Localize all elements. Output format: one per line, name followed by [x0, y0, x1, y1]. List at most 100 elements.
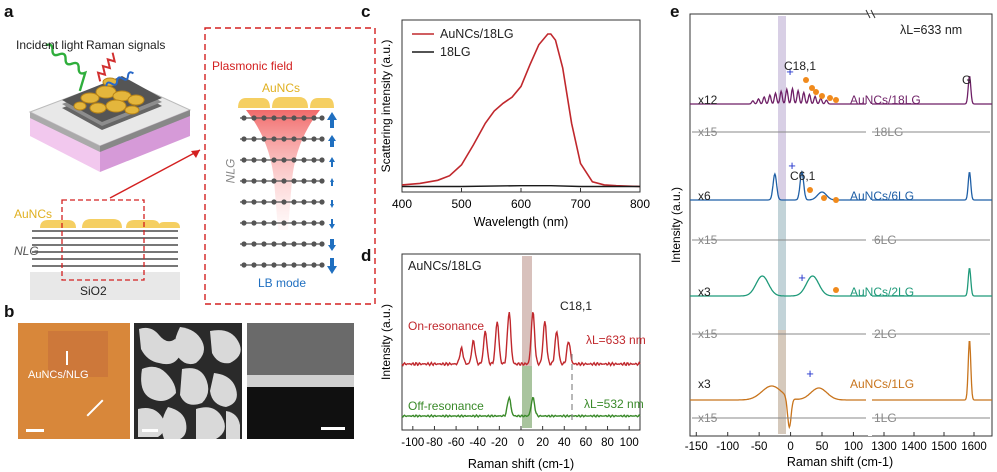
- chart-c-ylabel: Scattering intensity (a.u.): [379, 40, 393, 173]
- incident-light-label: Incident light: [16, 38, 84, 52]
- plasmonic-field-label: Plasmonic field: [212, 59, 293, 73]
- sem-image-cross: [247, 323, 354, 439]
- chart-d-xtick-label: 20: [536, 437, 549, 449]
- chart-d-xtick-label: -100: [401, 437, 424, 449]
- chart-e-ref-scale: x15: [698, 233, 718, 247]
- chart-c-xtick-label: 600: [511, 197, 531, 211]
- chart-e-trace: [690, 385, 866, 430]
- chart-d-xtick-label: -80: [426, 437, 443, 449]
- raman-signals-label: Raman signals: [86, 38, 166, 52]
- chart-e-xtick-label: 1300: [871, 441, 897, 453]
- chart-e-scale-label: x6: [698, 189, 711, 203]
- chart-e-xtick-label: 100: [844, 441, 863, 453]
- on-resonance-laser: λL=633 nm: [586, 333, 646, 347]
- chart-e-dot-marker: [821, 195, 827, 201]
- chart-c-xtick-label: 500: [451, 197, 471, 211]
- chart-e-xtick-label: 50: [816, 441, 829, 453]
- panel-label-d: d: [361, 246, 372, 265]
- chart-e-xtick-label: 1600: [961, 441, 987, 453]
- chart-e-plus-marker: +: [786, 64, 794, 79]
- chart-d-xtick-label: 100: [620, 437, 639, 449]
- panel-a-figure: [28, 27, 376, 305]
- chart-d-xtick-label: 0: [518, 437, 524, 449]
- chart-e-series-label: AuNCs/18LG: [850, 93, 921, 107]
- panel-label-a: a: [4, 2, 14, 21]
- chart-d-xtick-label: 60: [580, 437, 593, 449]
- chart-e-annotation-6: C6,1: [790, 169, 816, 183]
- chart-e-xtick-label: 1500: [931, 441, 957, 453]
- chart-e-scale-label: x3: [698, 377, 711, 391]
- chart-e-ref-label: 1LG: [874, 411, 897, 425]
- chart-c-series-aunc-18lg: [401, 33, 641, 188]
- chart-d-on-resonance: [401, 311, 641, 367]
- panel-label-c: c: [361, 2, 371, 21]
- off-resonance-label: Off-resonance: [408, 399, 484, 413]
- chart-e-dot-marker: [833, 97, 839, 103]
- panel-label-e: e: [670, 2, 680, 21]
- chart-e-scale-label: x3: [698, 285, 711, 299]
- chart-e-plus-marker: +: [798, 270, 806, 285]
- chart-d-xlabel: Raman shift (cm-1): [468, 457, 574, 471]
- nlg-side-label: NLG: [14, 244, 39, 258]
- chart-e-ref-scale: x15: [698, 327, 718, 341]
- chart-e-laser: λL=633 nm: [900, 23, 962, 37]
- chart-d: -100 -80 -60 -40 -20 0 20 40 60 80 100 AuNCs/18LG …: [379, 253, 646, 471]
- chart-e-xtick-label: -50: [751, 441, 768, 453]
- chart-c-series-18lg: [402, 185, 640, 188]
- chart-e-xtick-label: 1400: [901, 441, 927, 453]
- chart-e-g-peak: [872, 340, 992, 401]
- chart-e-xtick-label: 0: [787, 441, 793, 453]
- aunc-nlg-label: AuNCs/NLG: [28, 369, 89, 381]
- chart-e-dot-marker: [833, 197, 839, 203]
- chart-e-g-peak: [872, 172, 992, 201]
- chart-c-xtick-label: 800: [630, 197, 650, 211]
- chart-e-trace: [690, 86, 866, 105]
- lb-mode-arrows: [327, 112, 337, 274]
- legend-label-aunc: AuNCs/18LG: [440, 27, 514, 41]
- chart-e-xtick-label: -100: [716, 441, 739, 453]
- substrate-label: SiO2: [80, 284, 107, 298]
- chart-e-scale-label: x12: [698, 93, 718, 107]
- on-resonance-label: On-resonance: [408, 319, 484, 333]
- chart-e-dot-marker: [819, 93, 825, 99]
- chart-e-plus-marker: +: [806, 366, 814, 381]
- nlg-inset-label: NLG: [223, 158, 238, 184]
- chart-e-series-label: AuNCs/6LG: [850, 189, 914, 203]
- device-3d: [28, 43, 192, 172]
- aunc-inset-label: AuNCs: [262, 81, 301, 95]
- chart-e-trace: [690, 275, 866, 297]
- sem-image-top: [134, 323, 242, 439]
- chart-e-ref-label: 2LG: [874, 327, 897, 341]
- chart-d-xtick-label: 40: [558, 437, 571, 449]
- chart-e-dot-marker: [813, 89, 819, 95]
- chart-d-off-resonance: [401, 395, 641, 419]
- chart-e-g-peak: [872, 76, 992, 105]
- chart-e-dot-marker: [827, 95, 833, 101]
- chart-c-xlabel: Wavelength (nm): [474, 215, 569, 229]
- chart-d-annotation: C18,1: [560, 299, 592, 313]
- chart-c-xtick-label: 700: [570, 197, 590, 211]
- chart-d-xtick-label: -60: [448, 437, 465, 449]
- chart-e-xtick-label: -150: [685, 441, 708, 453]
- off-resonance-laser: λL=532 nm: [584, 397, 644, 411]
- chart-e-ref-label: 6LG: [874, 233, 897, 247]
- chart-e-ref-label: 18LG: [874, 125, 903, 139]
- chart-e-dot-marker: [803, 77, 809, 83]
- chart-c: 400 500 600 700 800 AuNCs/18LG 18LG Waveleng…: [379, 19, 650, 229]
- chart-e-series-label: AuNCs/2LG: [850, 285, 914, 299]
- chart-e-ref-scale: x15: [698, 411, 718, 425]
- panel-label-b: b: [4, 302, 15, 321]
- lb-mode-label: LB mode: [258, 276, 307, 290]
- chart-d-title: AuNCs/18LG: [408, 259, 482, 273]
- aunc-side-label: AuNCs: [14, 207, 53, 221]
- chart-e-annotation-18: C18,1: [784, 59, 816, 73]
- chart-d-ylabel: Intensity (a.u.): [379, 304, 393, 380]
- chart-e-ylabel: Intensity (a.u.): [669, 187, 683, 263]
- chart-e-dot-marker: [833, 287, 839, 293]
- legend-label-18lg: 18LG: [440, 45, 471, 59]
- chart-d-xtick-label: 80: [601, 437, 614, 449]
- chart-e-g-peak: [872, 268, 992, 297]
- chart-d-xtick-label: -40: [469, 437, 486, 449]
- chart-d-xtick-label: -20: [491, 437, 508, 449]
- optical-image: AuNCs/NLG: [18, 323, 130, 439]
